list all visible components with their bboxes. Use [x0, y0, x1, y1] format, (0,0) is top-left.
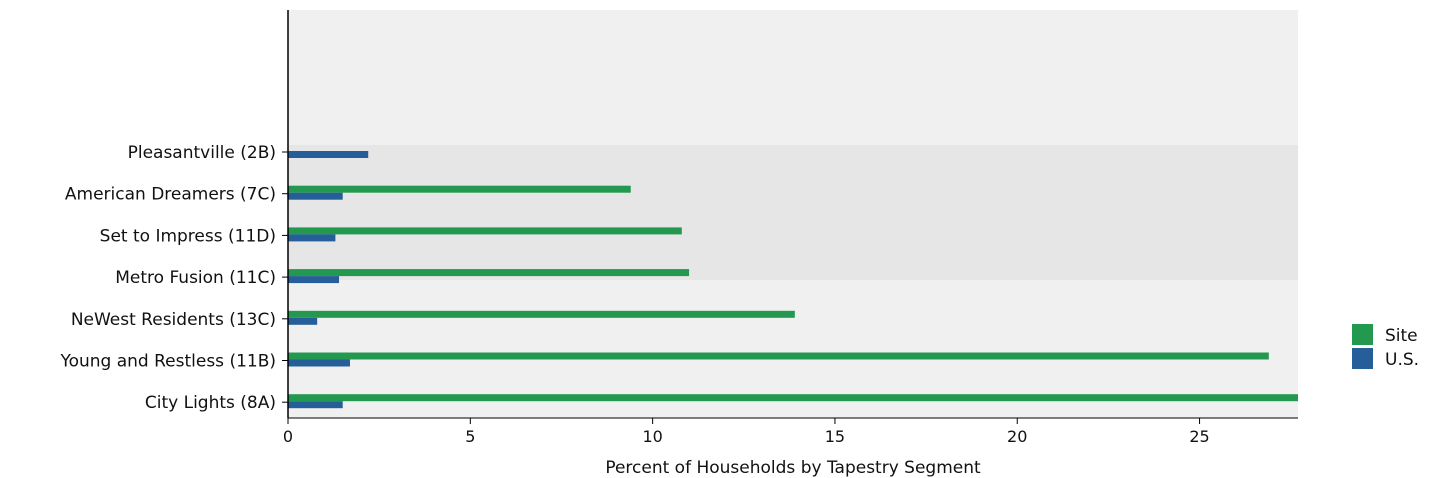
bar-us-5 [288, 359, 350, 367]
bar-us-0 [288, 151, 369, 158]
legend-label: U.S. [1385, 350, 1419, 370]
bar-site-1 [288, 185, 631, 193]
x-tick-label: 5 [465, 427, 475, 446]
category-label: Metro Fusion (11C) [115, 268, 276, 288]
x-tick-label: 10 [642, 427, 662, 446]
highlight-band [288, 145, 1298, 280]
x-tick-label: 20 [1007, 427, 1027, 446]
bar-us-3 [288, 276, 340, 284]
bar-us-2 [288, 234, 336, 242]
x-tick-labels: 0 5 10 15 20 25 [283, 427, 1210, 446]
bar-us-6 [288, 401, 343, 409]
category-label: Pleasantville (2B) [128, 143, 276, 163]
x-tick-label: 15 [825, 427, 845, 446]
x-axis-title: Percent of Households by Tapestry Segmen… [605, 458, 981, 478]
plot-background [288, 10, 1298, 418]
category-label: NeWest Residents (13C) [71, 310, 276, 330]
x-tick-label: 25 [1189, 427, 1209, 446]
category-label: Young and Restless (11B) [59, 352, 276, 372]
legend-swatch-site [1352, 324, 1373, 345]
category-label: American Dreamers (7C) [65, 185, 276, 205]
category-label: Set to Impress (11D) [100, 226, 276, 246]
legend-label: Site [1385, 326, 1418, 346]
axes-group [282, 10, 1298, 424]
category-label: City Lights (8A) [145, 393, 276, 413]
bar-site-4 [288, 310, 795, 318]
legend: Site U.S. [1352, 324, 1419, 370]
bars-group [288, 151, 1298, 409]
bar-us-1 [288, 192, 343, 200]
x-tick-label: 0 [283, 427, 293, 446]
legend-swatch-us [1352, 348, 1373, 369]
bar-site-6 [288, 394, 1298, 402]
bar-site-2 [288, 227, 682, 235]
category-labels: Pleasantville (2B) American Dreamers (7C)… [59, 143, 276, 413]
bar-site-3 [288, 269, 690, 277]
bar-us-4 [288, 317, 318, 325]
bar-site-5 [288, 352, 1269, 360]
